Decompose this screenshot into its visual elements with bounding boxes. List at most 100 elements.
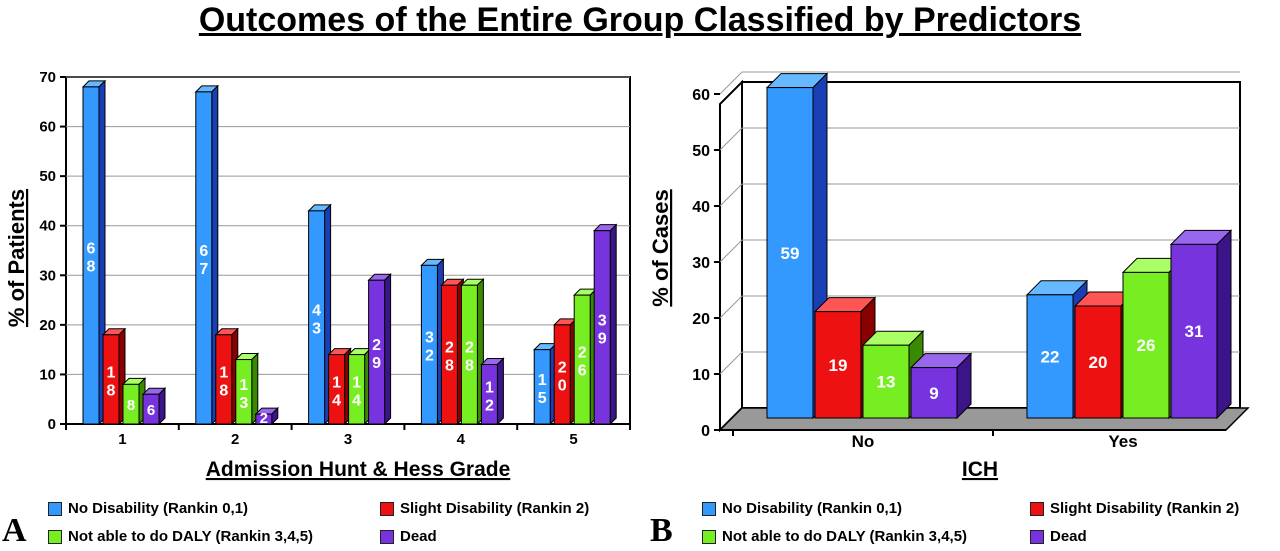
x-axis-label: Admission Hunt & Hess Grade — [206, 458, 511, 481]
bar — [368, 279, 386, 425]
bar-side — [1216, 229, 1232, 420]
data-label: 1 — [352, 374, 361, 391]
legend-label: Slight Disability (Rankin 2) — [1050, 500, 1240, 517]
data-label: 9 — [598, 330, 607, 347]
data-label: 8 — [127, 397, 135, 414]
data-label: 2 — [578, 345, 587, 362]
data-label: 5 — [538, 390, 547, 407]
gridline — [719, 183, 743, 207]
gridline — [719, 351, 743, 375]
bar — [308, 210, 326, 425]
gridline — [719, 127, 743, 151]
bar — [593, 230, 611, 425]
gridline — [719, 239, 743, 263]
data-label: 3 — [312, 320, 321, 337]
data-label: 8 — [465, 358, 474, 375]
bar — [440, 284, 458, 425]
x-axis-label: ICH — [962, 458, 998, 481]
bar — [1026, 294, 1074, 419]
data-label: 6 — [199, 243, 208, 260]
plot-side-wall — [719, 79, 743, 433]
x-tick-label: 5 — [569, 431, 577, 448]
bar — [1074, 305, 1122, 419]
y-axis-label: % of Cases — [648, 189, 673, 306]
data-label: 1 — [332, 374, 341, 391]
panel-letter-a: A — [2, 512, 27, 549]
data-label: 8 — [445, 358, 454, 375]
panel-letter-b: B — [650, 512, 673, 549]
legend-item-dead: Dead — [380, 528, 437, 545]
bar — [102, 334, 120, 425]
y-tick-label: 50 — [39, 168, 56, 185]
legend-label: Not able to do DALY (Rankin 3,4,5) — [722, 528, 968, 545]
legend-label: Dead — [1050, 528, 1087, 545]
y-tick-label: 30 — [39, 267, 56, 284]
bar-side — [384, 273, 392, 426]
data-label: 9 — [372, 355, 381, 372]
y-tick-label: 60 — [39, 119, 56, 136]
gridline — [719, 295, 743, 319]
y-tick-label: 50 — [692, 143, 710, 160]
legend-label: Slight Disability (Rankin 2) — [400, 500, 590, 517]
bar — [814, 311, 862, 419]
data-label: 1 — [239, 377, 248, 394]
bar — [235, 359, 253, 425]
data-label: 9 — [929, 384, 938, 403]
bar — [910, 367, 958, 419]
legend-swatch — [702, 529, 716, 544]
legend-item-not-able-daly: Not able to do DALY (Rankin 3,4,5) — [48, 528, 313, 545]
y-tick-label: 0 — [701, 423, 710, 440]
bar — [553, 324, 571, 425]
data-label: 3 — [425, 330, 434, 347]
bar — [348, 354, 366, 425]
y-tick-label: 20 — [692, 311, 710, 328]
bar — [122, 383, 140, 425]
y-tick-label: 0 — [48, 416, 56, 433]
bar — [480, 364, 498, 425]
x-tick-label: 2 — [231, 431, 239, 448]
bar — [82, 86, 100, 425]
bar — [1170, 243, 1218, 419]
legend-label: No Disability (Rankin 0,1) — [722, 500, 903, 517]
data-label: 20 — [1089, 353, 1108, 372]
data-label: 19 — [829, 356, 848, 375]
data-label: 4 — [312, 302, 321, 319]
y-tick-label: 20 — [39, 317, 56, 334]
y-tick-label: 10 — [39, 366, 56, 383]
data-label: 31 — [1185, 322, 1204, 341]
data-label: 2 — [260, 410, 268, 427]
bar-side — [496, 357, 504, 426]
bar — [460, 284, 478, 425]
legend-item-no-disability: No Disability (Rankin 0,1) — [702, 500, 902, 517]
data-label: 8 — [87, 258, 96, 275]
data-label: 2 — [445, 340, 454, 357]
data-label: 8 — [107, 382, 116, 399]
bar — [420, 264, 438, 425]
gridline — [719, 71, 743, 95]
bar — [195, 91, 213, 425]
data-label: 1 — [538, 372, 547, 389]
bar — [862, 344, 910, 419]
legend-label: Dead — [400, 528, 437, 545]
legend-swatch — [1030, 529, 1044, 544]
data-label: 6 — [147, 402, 155, 419]
y-tick-label: 40 — [39, 218, 56, 235]
bar — [142, 393, 160, 425]
legend-item-slight-disability: Slight Disability (Rankin 2) — [380, 500, 589, 517]
data-label: 2 — [485, 397, 494, 414]
legend-item-slight-disability: Slight Disability (Rankin 2) — [1030, 500, 1239, 517]
data-label: 1 — [219, 364, 228, 381]
data-label: 3 — [598, 312, 607, 329]
x-tick-label: 3 — [344, 431, 352, 448]
y-tick-label: 10 — [692, 367, 710, 384]
data-label: 7 — [199, 261, 208, 278]
y-tick-label: 30 — [692, 255, 710, 272]
data-label: 22 — [1041, 347, 1060, 366]
data-label: 26 — [1137, 336, 1156, 355]
bar — [533, 349, 551, 425]
legend-swatch — [702, 501, 716, 516]
data-label: 6 — [578, 363, 587, 380]
x-tick-label: No — [852, 432, 875, 451]
legend-swatch — [380, 501, 394, 516]
